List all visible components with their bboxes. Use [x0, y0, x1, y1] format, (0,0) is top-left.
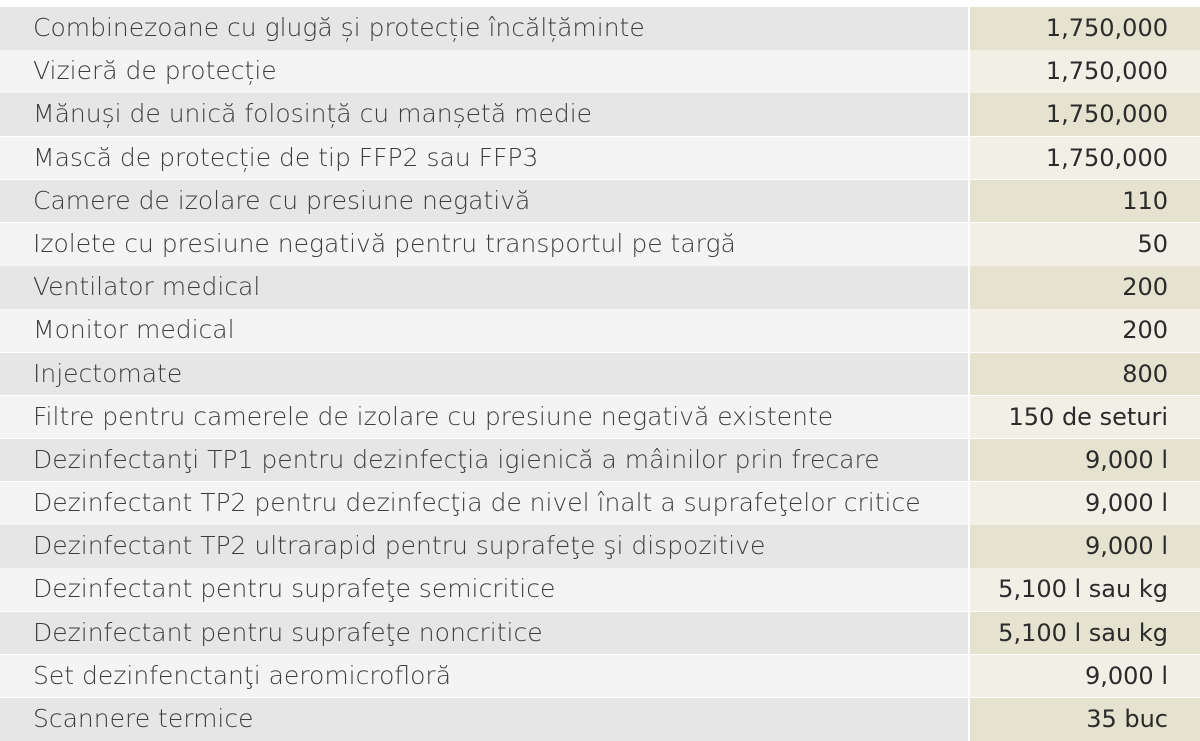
item-quantity: 200	[968, 309, 1200, 352]
item-name: Dezinfectant TP2 pentru dezinfecţia de n…	[0, 482, 968, 525]
item-quantity: 1,750,000	[968, 93, 1200, 136]
item-quantity: 800	[968, 352, 1200, 396]
table-row: Dezinfectant pentru suprafeţe noncritice…	[0, 611, 1200, 655]
item-quantity: 5,100 l sau kg	[968, 568, 1200, 612]
item-name: Filtre pentru camerele de izolare cu pre…	[0, 395, 968, 439]
item-quantity: 1,750,000	[968, 7, 1200, 50]
item-quantity: 1,750,000	[968, 136, 1200, 180]
table-row: Mănuși de unică folosință cu manșetă med…	[0, 93, 1200, 136]
table-row: Dezinfectant TP2 ultrarapid pentru supra…	[0, 525, 1200, 568]
table-row: Combinezoane cu glugă și protecție încăl…	[0, 7, 1200, 50]
table-row: Ventilator medical 200	[0, 266, 1200, 309]
table-row: Dezinfectanţi TP1 pentru dezinfecţia igi…	[0, 438, 1200, 482]
item-quantity: 200	[968, 266, 1200, 309]
supplies-table: Combinezoane cu glugă și protecție încăl…	[0, 7, 1200, 741]
table-row: Izolete cu presiune negativă pentru tran…	[0, 222, 1200, 266]
table-row: Filtre pentru camerele de izolare cu pre…	[0, 395, 1200, 439]
table-row: Set dezinfenctanţi aeromicrofloră 9,000 …	[0, 654, 1200, 698]
item-name: Injectomate	[0, 352, 968, 396]
item-quantity: 150 de seturi	[968, 395, 1200, 439]
item-name: Camere de izolare cu presiune negativă	[0, 179, 968, 223]
item-quantity: 9,000 l	[968, 482, 1200, 525]
item-name: Dezinfectant pentru suprafeţe noncritice	[0, 611, 968, 655]
item-quantity: 110	[968, 179, 1200, 223]
item-quantity: 9,000 l	[968, 438, 1200, 482]
table-row: Mască de protecție de tip FFP2 sau FFP3 …	[0, 136, 1200, 180]
item-name: Izolete cu presiune negativă pentru tran…	[0, 222, 968, 266]
item-quantity: 9,000 l	[968, 525, 1200, 568]
item-name: Dezinfectant TP2 ultrarapid pentru supra…	[0, 525, 968, 568]
item-name: Mănuși de unică folosință cu manșetă med…	[0, 93, 968, 136]
table-row: Monitor medical 200	[0, 309, 1200, 352]
item-quantity: 35 buc	[968, 698, 1200, 741]
item-name: Mască de protecție de tip FFP2 sau FFP3	[0, 136, 968, 180]
table-row: Vizieră de protecție 1,750,000	[0, 50, 1200, 93]
item-quantity: 9,000 l	[968, 654, 1200, 698]
item-quantity: 50	[968, 222, 1200, 266]
table-row: Camere de izolare cu presiune negativă 1…	[0, 179, 1200, 223]
item-name: Monitor medical	[0, 309, 968, 352]
table-row: Dezinfectant TP2 pentru dezinfecţia de n…	[0, 482, 1200, 525]
table-row: Dezinfectant pentru suprafeţe semicritic…	[0, 568, 1200, 612]
table-row: Injectomate 800	[0, 352, 1200, 396]
item-name: Combinezoane cu glugă și protecție încăl…	[0, 7, 968, 50]
item-name: Dezinfectant pentru suprafeţe semicritic…	[0, 568, 968, 612]
item-quantity: 5,100 l sau kg	[968, 611, 1200, 655]
item-name: Vizieră de protecție	[0, 50, 968, 93]
item-name: Ventilator medical	[0, 266, 968, 309]
item-name: Scannere termice	[0, 698, 968, 741]
item-quantity: 1,750,000	[968, 50, 1200, 93]
item-name: Dezinfectanţi TP1 pentru dezinfecţia igi…	[0, 438, 968, 482]
table-row: Scannere termice 35 buc	[0, 698, 1200, 741]
item-name: Set dezinfenctanţi aeromicrofloră	[0, 654, 968, 698]
